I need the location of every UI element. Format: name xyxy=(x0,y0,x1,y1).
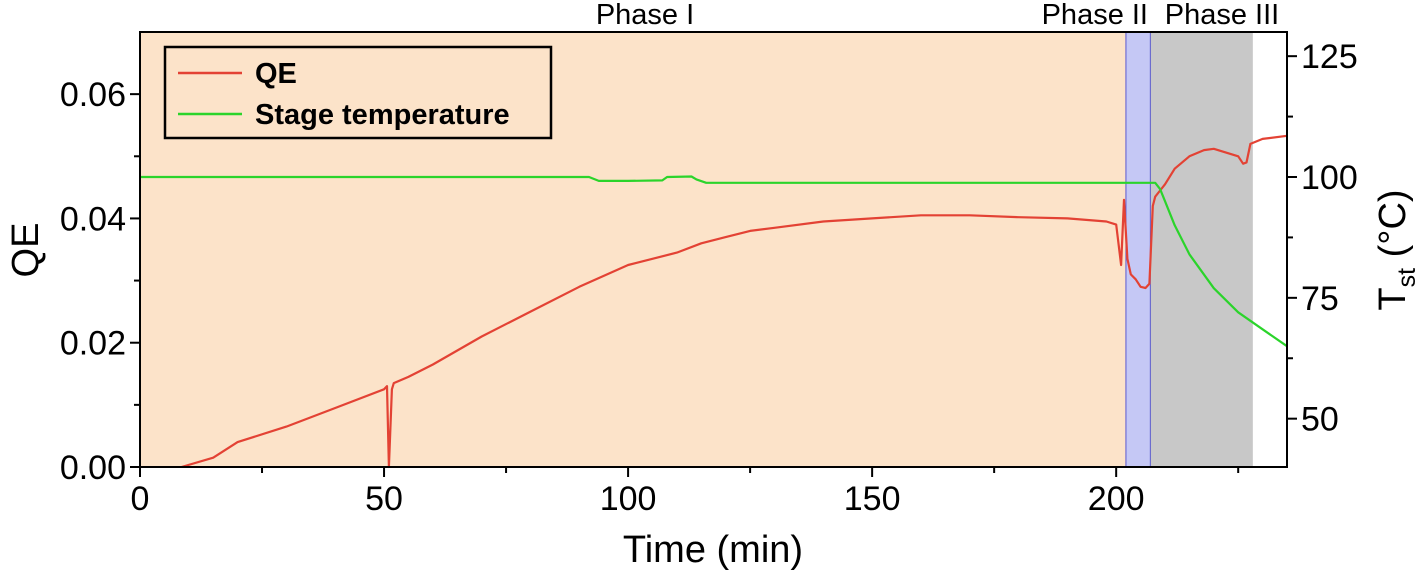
x-tick-label: 0 xyxy=(131,480,150,518)
phase-label-phase-ii: Phase II xyxy=(1042,0,1148,31)
legend: QE Stage temperature xyxy=(163,45,553,140)
x-axis-title: Time (min) xyxy=(623,529,803,571)
y-left-tick-label: 0.00 xyxy=(60,449,126,487)
y-right-title-main: T xyxy=(1372,287,1414,310)
phase-label-phase-i: Phase I xyxy=(596,0,694,31)
phase-band-phase-ii xyxy=(1125,32,1151,467)
y-left-tick-label: 0.02 xyxy=(60,325,126,363)
phase-backgrounds xyxy=(140,32,1253,467)
plot-frame xyxy=(139,31,1288,468)
series-line-stage-temperature xyxy=(140,175,1288,348)
phase-label-phase-iii: Phase III xyxy=(1165,0,1279,31)
y-right-tick-label: 50 xyxy=(1301,401,1339,439)
legend-box xyxy=(163,45,553,140)
y-right-title-sub: st xyxy=(1393,268,1421,288)
y-right-tick-label: 75 xyxy=(1301,280,1339,318)
x-tick-label: 100 xyxy=(600,480,657,518)
y-left-tick-label: 0.04 xyxy=(60,200,126,238)
y-right-tick-label: 100 xyxy=(1301,159,1358,197)
phase-labels: Phase I Phase II Phase III xyxy=(596,0,1279,31)
y-right-axis-title: Tst (°C) xyxy=(1372,189,1421,310)
x-tick-label: 150 xyxy=(844,480,901,518)
axes: 0 50 100 150 200 0.00 0.02 0.04 0.06 50 75 100 125 xyxy=(60,31,1358,518)
series-line-qe xyxy=(181,134,1288,469)
y-right-tick-label: 125 xyxy=(1301,38,1358,76)
legend-label-stage-temperature: Stage temperature xyxy=(255,99,510,131)
phase-band-phase-i xyxy=(140,32,1126,467)
x-tick-label: 200 xyxy=(1088,480,1145,518)
y-right-title-unit: (°C) xyxy=(1372,189,1414,268)
x-tick-label: 50 xyxy=(365,480,403,518)
legend-label-qe: QE xyxy=(255,58,297,90)
series-lines xyxy=(140,134,1288,469)
phase-band-phase-iii xyxy=(1150,32,1253,467)
y-left-tick-label: 0.06 xyxy=(60,76,126,114)
y-left-axis-title: QE xyxy=(5,223,47,278)
